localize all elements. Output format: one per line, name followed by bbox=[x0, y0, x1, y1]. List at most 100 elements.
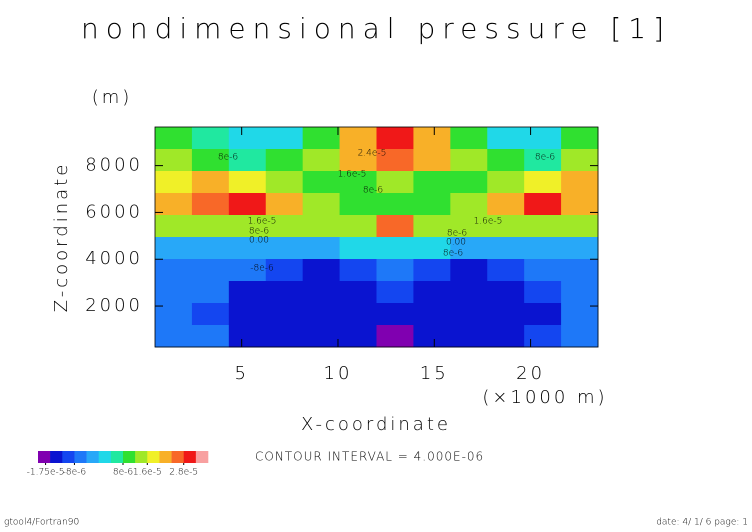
contour-cell bbox=[191, 215, 230, 238]
contour-cell bbox=[302, 281, 341, 304]
contour-label: 8e-6 bbox=[535, 153, 555, 163]
contour-cell bbox=[155, 325, 193, 348]
contour-cell bbox=[302, 171, 341, 194]
contour-cell bbox=[155, 303, 193, 326]
x-unit: (×1000 m) bbox=[482, 387, 607, 408]
contour-cell bbox=[265, 237, 304, 260]
colorbar-swatch bbox=[86, 451, 100, 463]
contour-cell bbox=[228, 215, 267, 238]
contour-cell bbox=[450, 303, 488, 326]
colorbar-swatch bbox=[195, 451, 209, 463]
contour-cell bbox=[302, 193, 341, 216]
contour-cell bbox=[413, 193, 451, 216]
contour-cell bbox=[450, 215, 488, 238]
contour-cell bbox=[561, 193, 599, 216]
colorbar-swatch bbox=[110, 451, 124, 463]
contour-cell bbox=[265, 193, 304, 216]
contour-cell bbox=[561, 325, 599, 348]
contour-cell bbox=[155, 215, 193, 238]
contour-cell bbox=[228, 237, 267, 260]
contour-cell bbox=[228, 259, 267, 282]
contour-cell bbox=[339, 193, 377, 216]
plot-frame bbox=[154, 126, 599, 348]
colorbar-swatch bbox=[50, 451, 63, 463]
colorbar-swatch bbox=[159, 451, 172, 463]
contour-cell bbox=[339, 281, 377, 304]
contour-label: 8e-6 bbox=[218, 153, 238, 163]
contour-cell bbox=[450, 127, 488, 150]
contour-cell bbox=[376, 149, 414, 172]
contour-cell bbox=[228, 193, 267, 216]
contour-cell bbox=[191, 325, 230, 348]
contour-cell bbox=[487, 171, 525, 194]
contour-label: 1.6e-5 bbox=[474, 217, 503, 227]
contour-cell bbox=[339, 127, 377, 150]
contour-cell bbox=[376, 171, 414, 194]
contour-cell bbox=[228, 281, 267, 304]
contour-cell bbox=[487, 193, 525, 216]
contour-cell bbox=[302, 149, 341, 172]
contour-cell bbox=[376, 303, 414, 326]
contour-cell bbox=[265, 215, 304, 238]
y-axis-label: Z-coordinate bbox=[51, 162, 72, 313]
contour-cell bbox=[487, 237, 525, 260]
contour-label: 8e-6 bbox=[363, 186, 383, 196]
chart-title: nondimensional pressure [1] bbox=[81, 12, 671, 45]
contour-cell bbox=[191, 193, 230, 216]
contour-cell bbox=[191, 303, 230, 326]
contour-cell bbox=[228, 171, 267, 194]
contour-cell bbox=[561, 149, 599, 172]
contour-cell bbox=[376, 237, 414, 260]
colorbar-label: -1.75e-5 bbox=[27, 468, 65, 478]
contour-cell bbox=[413, 149, 451, 172]
contour-cell bbox=[191, 127, 230, 150]
contour-cell bbox=[339, 149, 377, 172]
contour-cell bbox=[487, 127, 525, 150]
contour-cell bbox=[339, 237, 377, 260]
contour-cell bbox=[339, 259, 377, 282]
contour-label: 8e-6 bbox=[447, 229, 467, 239]
contour-cell bbox=[413, 325, 451, 348]
colorbar-swatch bbox=[147, 451, 160, 463]
colorbar-swatch bbox=[98, 451, 112, 463]
contour-cell bbox=[265, 303, 304, 326]
contour-cell bbox=[191, 149, 230, 172]
y-tick-label: 8000 bbox=[85, 155, 143, 176]
contour-cell bbox=[302, 237, 341, 260]
contour-label: 8e-6 bbox=[443, 249, 463, 259]
contour-cell bbox=[450, 259, 488, 282]
contour-label: -8e-6 bbox=[250, 264, 273, 274]
contour-label: 0.00 bbox=[249, 236, 269, 246]
contour-label: 1.6e-5 bbox=[248, 217, 277, 227]
contour-cell bbox=[450, 237, 488, 260]
colorbar-label: 8e-6 bbox=[113, 468, 133, 478]
contour-cell bbox=[450, 149, 488, 172]
contour-cell bbox=[524, 325, 562, 348]
contour-cell bbox=[561, 215, 599, 238]
contour-cell bbox=[339, 171, 377, 194]
contour-cell bbox=[155, 149, 193, 172]
contour-cell bbox=[561, 237, 599, 260]
contour-cell bbox=[376, 281, 414, 304]
x-axis-label: X-coordinate bbox=[301, 414, 451, 435]
contour-cell bbox=[191, 171, 230, 194]
contour-cell bbox=[561, 303, 599, 326]
contour-label: 0.00 bbox=[446, 238, 466, 248]
contour-cell bbox=[450, 193, 488, 216]
contour-cell bbox=[376, 193, 414, 216]
contour-cell bbox=[450, 281, 488, 304]
contour-cell bbox=[265, 127, 304, 150]
x-tick-label: 10 bbox=[324, 363, 353, 384]
contour-cell bbox=[524, 193, 562, 216]
contour-cell bbox=[413, 259, 451, 282]
x-tick-label: 15 bbox=[420, 363, 449, 384]
contour-cell bbox=[413, 237, 451, 260]
contour-cell bbox=[265, 281, 304, 304]
contour-cell bbox=[450, 171, 488, 194]
contour-cell bbox=[524, 149, 562, 172]
contour-cell bbox=[524, 259, 562, 282]
y-tick-label: 6000 bbox=[85, 201, 143, 222]
contour-cell bbox=[265, 149, 304, 172]
contour-cell bbox=[413, 215, 451, 238]
